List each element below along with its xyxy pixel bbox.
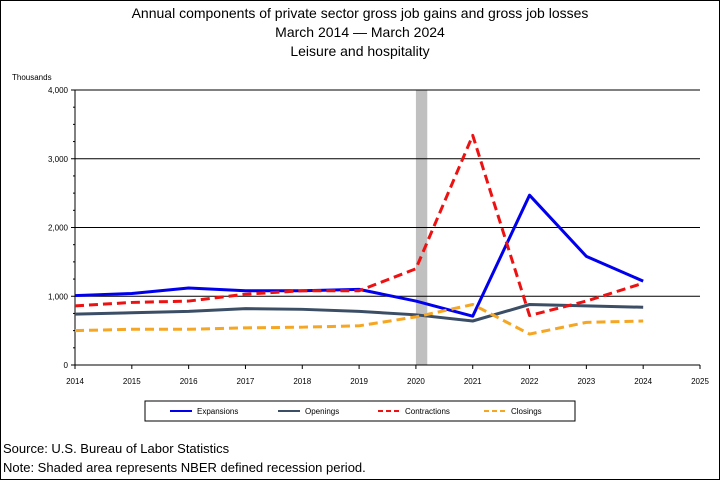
y-tick-label: 0 bbox=[64, 361, 69, 370]
series-line-contractions bbox=[74, 133, 644, 317]
x-tick-label: 2018 bbox=[293, 377, 311, 386]
chart-svg: 0 1,000 2,000 3,000 4,000 Thousands 2014 2015 20… bbox=[12, 73, 709, 422]
chart-title: Annual components of private sector gros… bbox=[131, 5, 589, 21]
source-note: Source: U.S. Bureau of Labor Statistics bbox=[3, 441, 230, 456]
y-axis-label: Thousands bbox=[12, 73, 52, 82]
x-tick-label: 2023 bbox=[577, 377, 595, 386]
series-line-openings bbox=[74, 303, 644, 323]
x-tick-label: 2022 bbox=[521, 377, 539, 386]
x-tick-label: 2021 bbox=[464, 377, 482, 386]
recession-note: Note: Shaded area represents NBER define… bbox=[3, 460, 366, 475]
x-tick-label: 2014 bbox=[66, 377, 84, 386]
series-line-expansions bbox=[74, 193, 644, 318]
x-tick-label: 2025 bbox=[691, 377, 709, 386]
series-line-closings bbox=[74, 303, 644, 336]
x-tick-label: 2019 bbox=[350, 377, 368, 386]
x-tick-label: 2020 bbox=[407, 377, 425, 386]
x-tick-label: 2017 bbox=[237, 377, 255, 386]
y-tick-label: 2,000 bbox=[48, 224, 69, 233]
x-tick-label: 2015 bbox=[123, 377, 141, 386]
chart-date-range: March 2014 — March 2024 bbox=[275, 24, 445, 40]
legend-label-contractions: Contractions bbox=[405, 407, 450, 416]
x-tick-label: 2016 bbox=[180, 377, 198, 386]
y-tick-label: 1,000 bbox=[48, 292, 69, 301]
legend-label-closings: Closings bbox=[511, 407, 542, 416]
chart-industry: Leisure and hospitality bbox=[290, 43, 430, 59]
legend-box bbox=[144, 400, 576, 422]
x-tick-label: 2024 bbox=[634, 377, 652, 386]
y-tick-label: 3,000 bbox=[48, 155, 69, 164]
legend-label-openings: Openings bbox=[305, 407, 339, 416]
y-tick-label: 4,000 bbox=[48, 86, 69, 95]
legend-label-expansions: Expansions bbox=[197, 407, 238, 416]
